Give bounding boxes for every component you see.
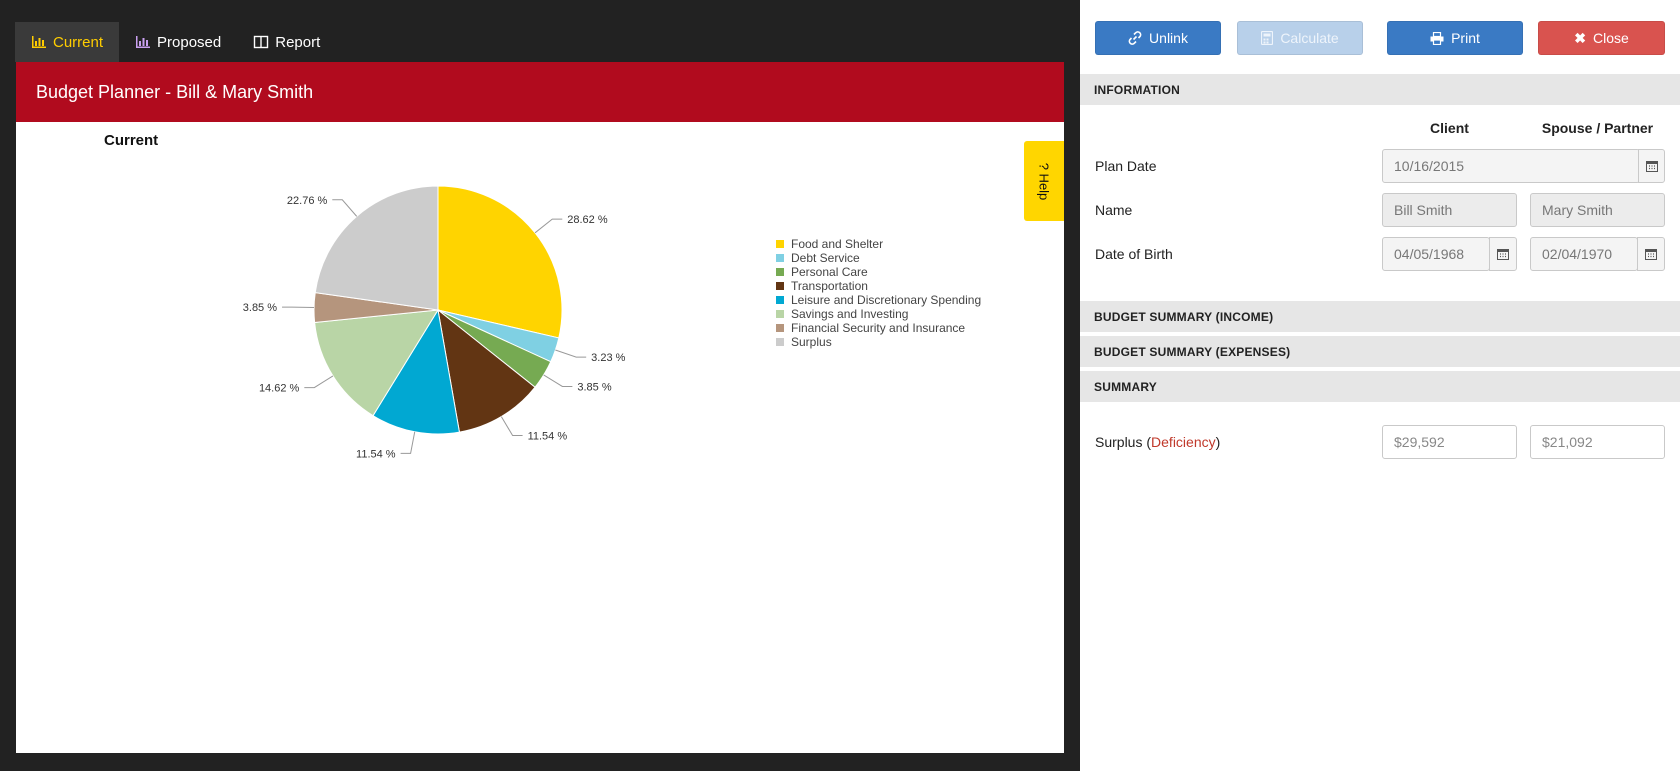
pie-data-label: 3.23 % [591, 352, 625, 364]
link-icon [1128, 31, 1142, 45]
help-label: ? Help [1036, 162, 1052, 200]
pie-label-line [332, 199, 358, 217]
pie-label-line [534, 218, 563, 234]
pie-data-label: 11.54 % [356, 448, 396, 460]
pie-data-label: 11.54 % [528, 431, 568, 443]
calendar-glyph [1497, 249, 1509, 260]
tab-report[interactable]: Report [237, 22, 336, 62]
form-panel: Unlink Calculate Print ✖ Close INFORMATI… [1080, 0, 1680, 771]
columns-icon [254, 35, 269, 49]
legend-label[interactable]: Transportation [791, 279, 868, 293]
tab-proposed[interactable]: Proposed [119, 22, 237, 62]
calendar-glyph [1645, 161, 1658, 172]
plan-date-label: Plan Date [1095, 158, 1157, 174]
help-button[interactable]: ? Help [1024, 141, 1064, 221]
legend-swatch[interactable] [776, 282, 784, 290]
calendar-glyph [1645, 249, 1657, 260]
close-icon: ✖ [1574, 29, 1586, 46]
tab-bar: Current Proposed Report [15, 22, 336, 62]
close-paren: ) [1215, 434, 1221, 450]
calendar-icon[interactable] [1637, 237, 1665, 271]
pie-label-line [555, 349, 587, 358]
pie-data-label: 28.62 % [567, 214, 608, 226]
calculator-icon [1261, 31, 1274, 45]
name-label: Name [1095, 202, 1133, 218]
pie-data-label: 14.62 % [259, 383, 300, 395]
client-dob-field[interactable]: 04/05/1968 [1382, 237, 1490, 271]
legend-label[interactable]: Debt Service [791, 251, 860, 265]
tab-current[interactable]: Current [15, 22, 120, 62]
tab-report-label: Report [275, 33, 321, 51]
pie-label-line [400, 431, 416, 454]
calendar-icon[interactable] [1489, 237, 1517, 271]
print-icon [1430, 31, 1444, 45]
chart-panel: Current Proposed Report Budget Planner -… [15, 22, 1064, 753]
print-label: Print [1451, 30, 1480, 46]
pie-slice[interactable] [314, 309, 439, 417]
legend-swatch[interactable] [776, 254, 784, 262]
tab-proposed-label: Proposed [157, 33, 222, 51]
bar-chart-icon [32, 36, 46, 48]
column-client: Client [1430, 120, 1469, 136]
legend-label[interactable]: Savings and Investing [791, 307, 908, 321]
pie-label-line [500, 416, 523, 437]
pie-slice[interactable] [314, 185, 439, 311]
close-label: Close [1592, 30, 1629, 46]
legend-swatch[interactable] [776, 310, 784, 318]
section-information[interactable]: INFORMATION [1080, 74, 1680, 107]
pie-data-label: 3.85 % [577, 381, 611, 393]
section-summary[interactable]: SUMMARY [1080, 371, 1680, 404]
chart-title: Current [104, 132, 159, 149]
page-title: Budget Planner - Bill & Mary Smith [16, 62, 1064, 122]
tab-current-label: Current [53, 33, 104, 51]
dob-label: Date of Birth [1095, 246, 1173, 262]
legend-label[interactable]: Financial Security and Insurance [791, 321, 965, 335]
pie-data-label: 3.85 % [243, 302, 277, 314]
pie-slice[interactable] [437, 185, 563, 339]
column-spouse: Spouse / Partner [1541, 120, 1654, 136]
close-button[interactable]: ✖ Close [1538, 21, 1665, 55]
pie-chart: 28.62 % 3.23 % 3.85 % 11.54 % 11.54 % 14.62 %… [243, 185, 981, 460]
bar-chart-icon [136, 36, 151, 48]
legend-label[interactable]: Surplus [791, 335, 832, 349]
pie-label-line [543, 374, 573, 387]
legend-swatch[interactable] [776, 240, 784, 248]
legend-swatch[interactable] [776, 338, 784, 346]
chart-card: Budget Planner - Bill & Mary Smith Curre… [16, 62, 1064, 753]
legend-label[interactable]: Personal Care [791, 265, 868, 279]
legend-label[interactable]: Leisure and Discretionary Spending [791, 293, 981, 307]
section-budget-expenses[interactable]: BUDGET SUMMARY (EXPENSES) [1080, 336, 1680, 369]
unlink-button[interactable]: Unlink [1095, 21, 1221, 55]
pie-label-line [304, 375, 334, 389]
legend-swatch[interactable] [776, 268, 784, 276]
client-surplus-field[interactable]: $29,592 [1382, 425, 1517, 459]
spouse-surplus-field[interactable]: $21,092 [1530, 425, 1665, 459]
calculate-label: Calculate [1280, 30, 1339, 46]
calculate-button[interactable]: Calculate [1237, 21, 1363, 55]
surplus-label: Surplus (Deficiency) [1095, 434, 1220, 450]
plan-date-field[interactable]: 10/16/2015 [1382, 149, 1640, 183]
section-budget-income[interactable]: BUDGET SUMMARY (INCOME) [1080, 301, 1680, 334]
legend-swatch[interactable] [776, 324, 784, 332]
calendar-icon[interactable] [1638, 149, 1665, 183]
pie-data-label: 22.76 % [287, 195, 328, 207]
deficiency-word: Deficiency [1151, 434, 1216, 450]
legend-label[interactable]: Food and Shelter [791, 237, 883, 251]
print-button[interactable]: Print [1387, 21, 1523, 55]
unlink-label: Unlink [1149, 30, 1188, 46]
legend-swatch[interactable] [776, 296, 784, 304]
client-name-field[interactable]: Bill Smith [1382, 193, 1517, 227]
spouse-dob-field[interactable]: 02/04/1970 [1530, 237, 1638, 271]
spouse-name-field[interactable]: Mary Smith [1530, 193, 1665, 227]
surplus-word: Surplus ( [1095, 434, 1152, 450]
